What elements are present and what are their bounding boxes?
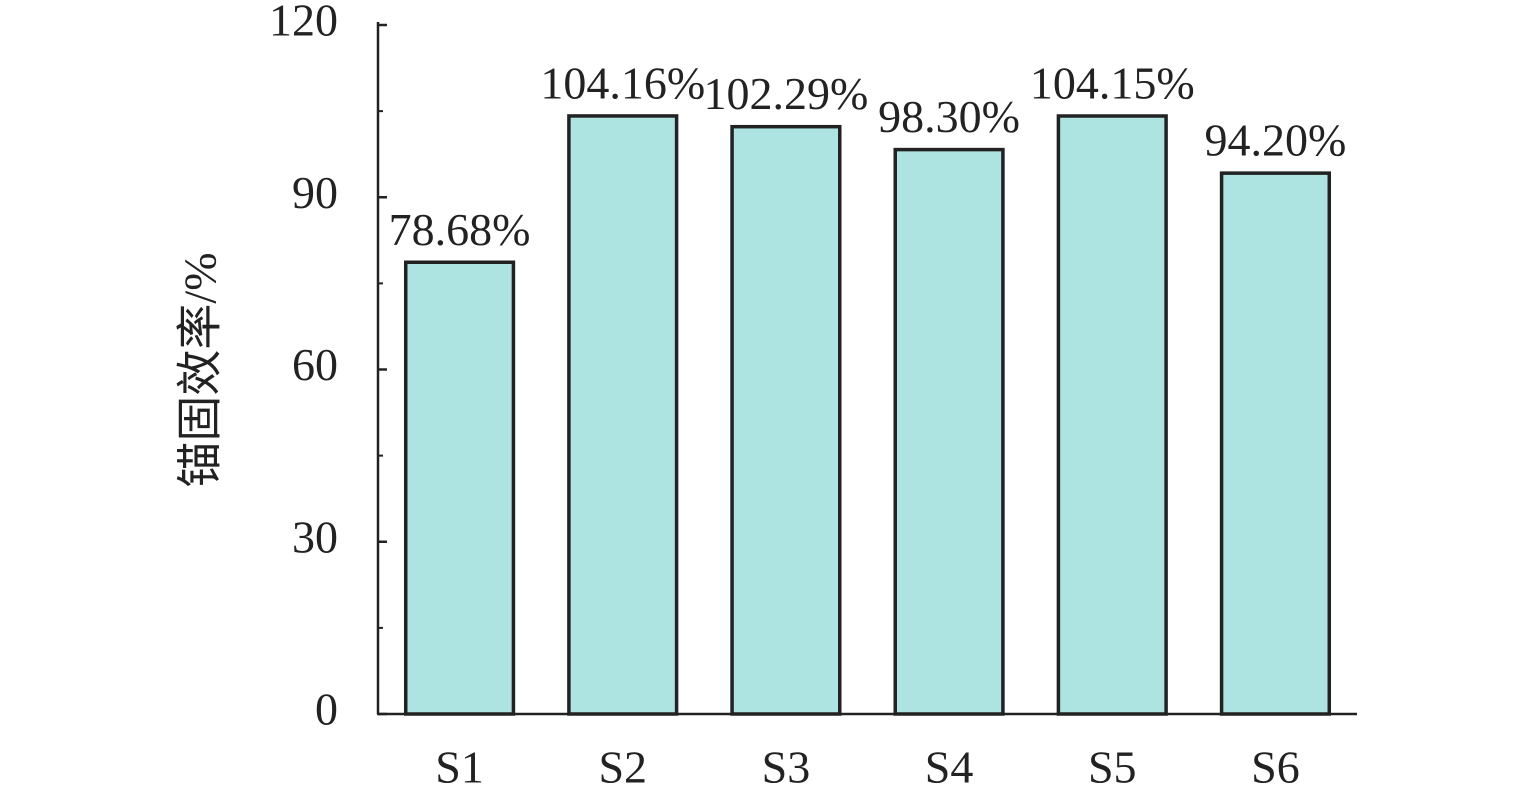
- value-label: 104.15%: [1030, 58, 1195, 109]
- value-label: 78.68%: [389, 204, 531, 255]
- bar: [893, 147, 1005, 716]
- bar: [1056, 114, 1168, 716]
- bar: [403, 260, 516, 716]
- bar: [567, 114, 679, 716]
- value-label: 98.30%: [878, 91, 1020, 142]
- y-tick-label: 90: [292, 167, 338, 218]
- x-tick-label: S3: [762, 742, 811, 793]
- x-tick-label: S2: [598, 742, 647, 793]
- y-tick-label: 120: [269, 0, 338, 46]
- y-axis-label: 锚固效率/%: [175, 252, 226, 487]
- x-tick-label: S5: [1088, 742, 1137, 793]
- x-tick-label: S1: [435, 742, 484, 793]
- value-label: 94.20%: [1205, 115, 1347, 166]
- bar: [1219, 171, 1332, 716]
- y-tick-label: 30: [292, 511, 338, 562]
- y-tick-label: 60: [292, 339, 338, 390]
- bar: [730, 124, 842, 716]
- x-tick-label: S4: [925, 742, 974, 793]
- y-tick-label: 0: [315, 684, 338, 735]
- x-tick-label: S6: [1251, 742, 1300, 793]
- value-label: 104.16%: [540, 58, 705, 109]
- value-label: 102.29%: [704, 68, 869, 119]
